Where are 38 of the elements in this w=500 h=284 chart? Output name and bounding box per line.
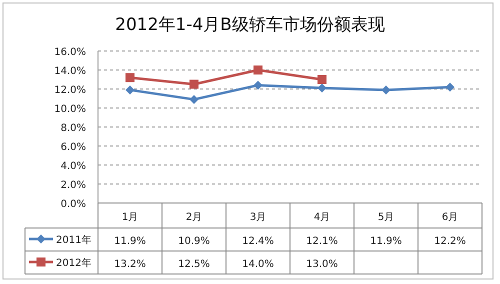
data-label: 13.2%: [114, 259, 146, 270]
point: [318, 75, 326, 84]
point: [126, 85, 134, 94]
point: [318, 84, 326, 93]
point: [382, 85, 390, 94]
x-tick-label: 1月: [122, 212, 138, 223]
data-label: 12.5%: [178, 259, 210, 270]
point: [254, 66, 262, 74]
data-label: 12.1%: [306, 236, 338, 247]
y-tick-label: 2.0%: [60, 180, 86, 191]
y-tick-label: 4.0%: [60, 161, 86, 172]
x-tick-label: 2月: [186, 212, 202, 223]
legend-label: 2012年: [56, 257, 92, 269]
y-tick-label: 8.0%: [60, 123, 86, 134]
point: [126, 73, 134, 82]
point: [254, 80, 262, 90]
y-tick-label: 6.0%: [60, 142, 86, 153]
chart-title: 2012年1-4月B级轿车市场份额表现: [115, 15, 385, 35]
y-tick-label: 14.0%: [54, 66, 86, 77]
data-label: 14.0%: [242, 259, 274, 270]
y-tick-label: 16.0%: [54, 47, 86, 58]
y-tick-label: 10.0%: [54, 104, 86, 115]
data-label: 12.2%: [434, 236, 466, 247]
data-label: 12.4%: [242, 236, 274, 247]
x-tick-label: 5月: [378, 212, 394, 223]
point: [190, 80, 198, 89]
x-tick-label: 4月: [314, 212, 330, 223]
data-label: 11.9%: [114, 236, 146, 247]
point: [190, 94, 198, 104]
y-tick-label: 0.0%: [60, 199, 86, 210]
legend-label: 2011年: [56, 234, 92, 246]
data-label: 10.9%: [178, 236, 210, 247]
data-label: 11.9%: [370, 236, 402, 247]
x-tick-label: 6月: [442, 212, 458, 223]
data-label: 13.0%: [306, 259, 338, 270]
y-tick-label: 12.0%: [54, 85, 86, 96]
x-tick-label: 3月: [250, 212, 266, 223]
point: [446, 82, 454, 92]
